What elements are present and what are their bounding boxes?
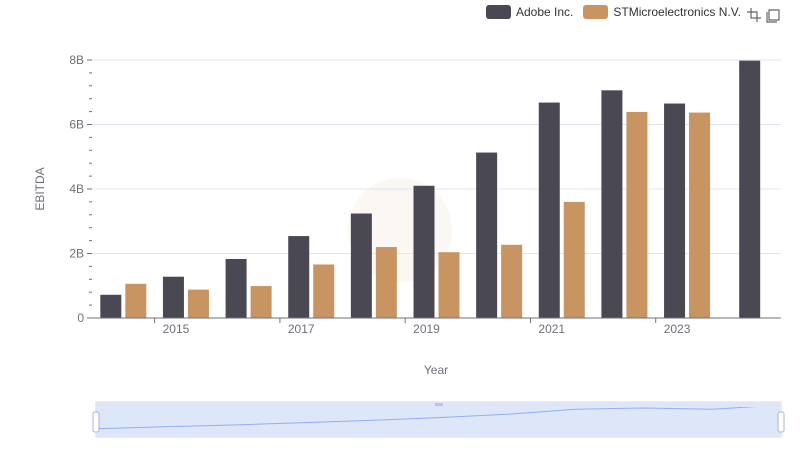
x-tick-label: 2015 (163, 322, 190, 336)
restore-icon[interactable] (766, 7, 782, 23)
zoom-preview-line (95, 404, 782, 430)
legend-swatch-stmicro (583, 5, 609, 19)
toolbox (746, 7, 786, 23)
bar-stmicro-2023 (689, 112, 711, 318)
x-axis-tick-labels: 2015 2017 2019 2021 2023 (154, 318, 691, 336)
bar-adobe-2014 (100, 294, 122, 318)
data-zoom-slider[interactable] (92, 401, 785, 438)
x-tick-label: 2019 (413, 322, 440, 336)
bar-adobe-2023 (664, 103, 686, 318)
legend-item-stmicro[interactable]: STMicroelectronics N.V. (583, 5, 741, 19)
bar-stmicro-2021 (563, 201, 585, 318)
zoom-right-handle[interactable] (777, 411, 785, 433)
x-axis-title: Year (424, 363, 448, 377)
bar-stmicro-2020 (501, 244, 523, 318)
bar-adobe-2020 (476, 152, 498, 318)
bar-adobe-2016 (225, 258, 247, 318)
zoom-icon[interactable] (746, 7, 762, 23)
x-tick-label: 2017 (288, 322, 315, 336)
zoom-selected-range (96, 407, 781, 437)
x-tick-label: 2023 (664, 322, 691, 336)
bar-adobe-2019 (413, 185, 435, 318)
bar-adobe-2017 (288, 236, 310, 318)
y-axis-minor-ticks (89, 72, 92, 306)
bar-stmicro-2018 (375, 247, 397, 318)
bar-adobe-2021 (538, 102, 560, 318)
bar-stmicro-2016 (250, 286, 272, 318)
zoom-move-handle[interactable] (435, 403, 443, 406)
bar-stmicro-2019 (438, 252, 460, 318)
bar-stmicro-2014 (125, 283, 147, 318)
y-axis-title: EBITDA (33, 167, 47, 210)
bar-adobe-2015 (162, 276, 184, 318)
zoom-left-handle[interactable] (92, 411, 100, 433)
y-axis-tick-labels: 0 2B 4B 6B 8B (69, 53, 84, 325)
legend-item-adobe[interactable]: Adobe Inc. (486, 5, 573, 19)
bar-adobe-2024 (739, 60, 761, 319)
bars (100, 60, 761, 319)
y-tick-label: 0 (77, 311, 84, 325)
legend-label-adobe: Adobe Inc. (516, 5, 574, 19)
legend-swatch-adobe (486, 5, 511, 19)
bar-adobe-2022 (601, 90, 623, 318)
x-tick-label: 2021 (538, 322, 565, 336)
y-tick-label: 8B (69, 53, 84, 67)
bar-adobe-2018 (350, 213, 372, 318)
legend: Adobe Inc. STMicroelectronics N.V. (486, 5, 751, 19)
bar-stmicro-2022 (626, 111, 648, 318)
y-tick-label: 2B (69, 247, 84, 261)
bar-stmicro-2017 (313, 264, 335, 318)
bar-stmicro-2015 (187, 289, 209, 318)
y-tick-label: 4B (69, 182, 84, 196)
y-tick-label: 6B (69, 118, 84, 132)
legend-label-stmicro: STMicroelectronics N.V. (613, 5, 741, 19)
